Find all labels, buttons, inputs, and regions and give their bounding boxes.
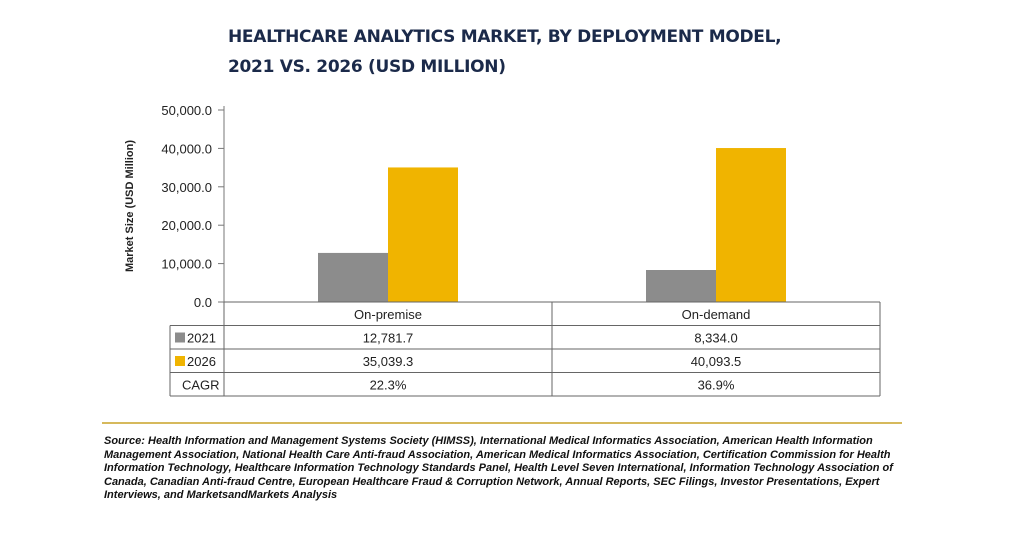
y-tick-label: 40,000.0	[161, 141, 212, 156]
legend-label: 2021	[187, 331, 216, 346]
y-tick-label: 50,000.0	[161, 103, 212, 118]
source-note: Source: Health Information and Managemen…	[104, 435, 904, 503]
legend-swatch-2026	[175, 356, 185, 366]
y-tick-label: 10,000.0	[161, 257, 212, 272]
bar-2021-on-premise	[318, 252, 388, 302]
bar-2026-on-demand	[716, 148, 786, 302]
cagr-value: 36.9%	[698, 378, 735, 393]
x-tick-label: On-premise	[354, 307, 422, 322]
data-label: 12,781.7	[363, 331, 414, 346]
chart-title-line-2: 2021 VS. 2026 (USD MILLION)	[228, 57, 506, 77]
bar-2021-on-demand	[646, 269, 716, 302]
y-axis-title: Market Size (USD Million)	[124, 140, 136, 272]
data-label: 8,334.0	[694, 331, 737, 346]
chart-title-line-1: HEALTHCARE ANALYTICS MARKET, BY DEPLOYME…	[228, 27, 782, 47]
x-tick-label: On-demand	[682, 307, 751, 322]
legend-label: 2026	[187, 354, 216, 369]
legend-swatch-2021	[175, 332, 185, 343]
y-tick-label: 20,000.0	[161, 218, 212, 233]
y-tick-label: 0.0	[194, 295, 212, 310]
cagr-row-label: CAGR	[182, 378, 220, 393]
data-label: 35,039.3	[363, 354, 414, 369]
source-text: Source: Health Information and Managemen…	[104, 435, 893, 501]
bar-chart: 0.0 10,000.0 20,000.0 30,000.0 40,000.0 50,00…	[102, 103, 902, 424]
bar-2026-on-premise	[388, 167, 458, 302]
y-tick-label: 30,000.0	[161, 180, 212, 195]
cagr-value: 22.3%	[370, 378, 407, 393]
chart-title: HEALTHCARE ANALYTICS MARKET, BY DEPLOYME…	[228, 22, 848, 82]
data-label: 40,093.5	[691, 354, 742, 369]
